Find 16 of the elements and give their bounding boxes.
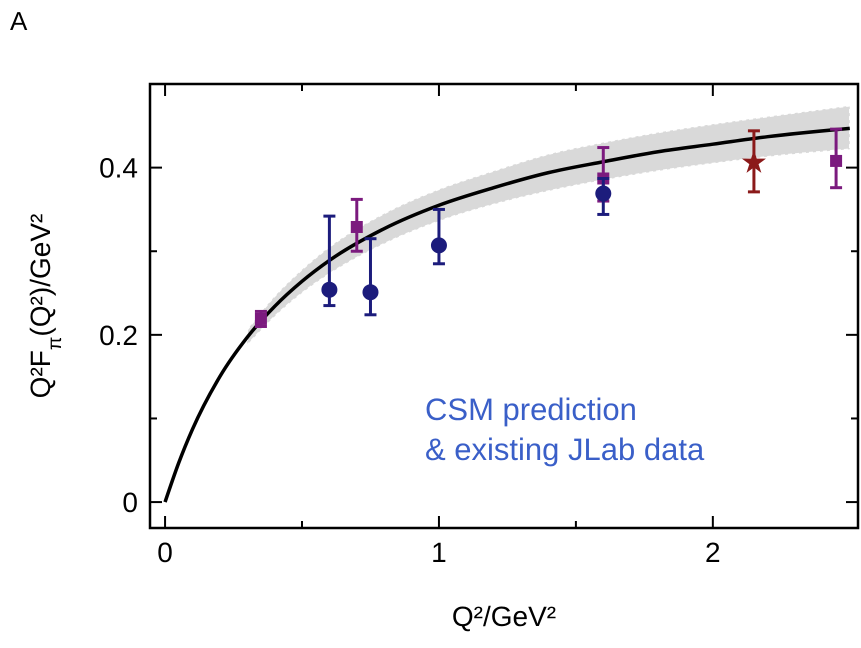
point xyxy=(254,312,267,325)
point xyxy=(362,284,378,300)
x-tick-label: 1 xyxy=(431,537,447,568)
x-tick-label: 2 xyxy=(705,537,721,568)
annotation: CSM prediction & existing JLab data xyxy=(425,392,705,467)
point xyxy=(321,282,338,298)
point xyxy=(430,237,447,254)
point xyxy=(350,220,363,233)
chart-title: A xyxy=(10,6,28,36)
y-tick-label: 0.4 xyxy=(99,152,138,184)
y-tick-label: 0 xyxy=(122,487,138,518)
point xyxy=(830,154,842,167)
point xyxy=(595,186,612,202)
x-tick-label: 0 xyxy=(157,537,173,568)
y-tick-label: 0.2 xyxy=(99,320,138,351)
x-axis-title: Q²/GeV² xyxy=(452,601,556,632)
